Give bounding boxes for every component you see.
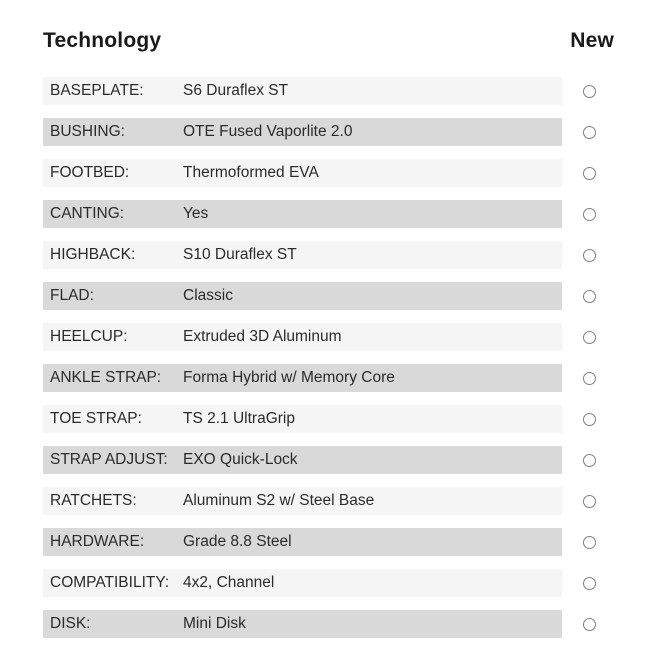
row-label: HARDWARE:	[50, 533, 145, 550]
radio-button[interactable]	[583, 412, 596, 426]
radio-button[interactable]	[583, 617, 596, 631]
row-label: TOE STRAP:	[50, 410, 142, 427]
table-row: RATCHETS: Aluminum S2 w/ Steel Base	[43, 487, 650, 515]
table-row: FOOTBED: Thermoformed EVA	[43, 159, 650, 187]
page-title: Technology	[43, 29, 162, 52]
row-label: ANKLE STRAP:	[50, 369, 162, 386]
row-band: FOOTBED: Thermoformed EVA	[43, 159, 562, 187]
radio-button[interactable]	[583, 371, 596, 385]
row-value: Mini Disk	[183, 615, 246, 632]
row-band: HARDWARE: Grade 8.8 Steel	[43, 528, 562, 556]
row-value: Grade 8.8 Steel	[183, 533, 292, 550]
radio-button[interactable]	[583, 576, 596, 590]
row-band: CANTING: Yes	[43, 200, 562, 228]
row-value: TS 2.1 UltraGrip	[183, 410, 295, 427]
radio-button[interactable]	[583, 535, 596, 549]
table-row: COMPATIBILITY: 4x2, Channel	[43, 569, 650, 597]
table-row: HEELCUP: Extruded 3D Aluminum	[43, 323, 650, 351]
table-row: DISK: Mini Disk	[43, 610, 650, 638]
row-label: HIGHBACK:	[50, 246, 136, 263]
row-band: ANKLE STRAP: Forma Hybrid w/ Memory Core	[43, 364, 562, 392]
row-band: TOE STRAP: TS 2.1 UltraGrip	[43, 405, 562, 433]
row-label: STRAP ADJUST:	[50, 451, 168, 468]
table-row: HARDWARE: Grade 8.8 Steel	[43, 528, 650, 556]
row-band: RATCHETS: Aluminum S2 w/ Steel Base	[43, 487, 562, 515]
table-row: CANTING: Yes	[43, 200, 650, 228]
row-value: Classic	[183, 287, 233, 304]
radio-button[interactable]	[583, 166, 596, 180]
spec-table: BASEPLATE: S6 Duraflex ST BUSHING: OTE F…	[0, 77, 650, 638]
radio-button[interactable]	[583, 125, 596, 139]
row-value: Yes	[183, 205, 209, 222]
table-row: BUSHING: OTE Fused Vaporlite 2.0	[43, 118, 650, 146]
table-header: Technology New	[0, 0, 650, 53]
row-value: Forma Hybrid w/ Memory Core	[183, 369, 395, 386]
row-band: DISK: Mini Disk	[43, 610, 562, 638]
row-band: BUSHING: OTE Fused Vaporlite 2.0	[43, 118, 562, 146]
row-band: COMPATIBILITY: 4x2, Channel	[43, 569, 562, 597]
row-label: COMPATIBILITY:	[50, 574, 170, 591]
radio-button[interactable]	[583, 453, 596, 467]
row-label: BUSHING:	[50, 123, 125, 140]
row-label: RATCHETS:	[50, 492, 137, 509]
row-value: Thermoformed EVA	[183, 164, 319, 181]
radio-button[interactable]	[583, 248, 596, 262]
table-row: FLAD: Classic	[43, 282, 650, 310]
row-label: FLAD:	[50, 287, 94, 304]
row-value: S6 Duraflex ST	[183, 82, 289, 99]
row-value: Extruded 3D Aluminum	[183, 328, 342, 345]
radio-button[interactable]	[583, 494, 596, 508]
table-row: STRAP ADJUST: EXO Quick-Lock	[43, 446, 650, 474]
table-row: ANKLE STRAP: Forma Hybrid w/ Memory Core	[43, 364, 650, 392]
radio-button[interactable]	[583, 330, 596, 344]
table-row: BASEPLATE: S6 Duraflex ST	[43, 77, 650, 105]
row-label: BASEPLATE:	[50, 82, 144, 99]
row-value: Aluminum S2 w/ Steel Base	[183, 492, 375, 509]
row-label: HEELCUP:	[50, 328, 128, 345]
table-row: HIGHBACK: S10 Duraflex ST	[43, 241, 650, 269]
row-value: S10 Duraflex ST	[183, 246, 297, 263]
new-column-header: New	[570, 29, 614, 52]
radio-button[interactable]	[583, 84, 596, 98]
row-label: CANTING:	[50, 205, 125, 222]
row-band: HIGHBACK: S10 Duraflex ST	[43, 241, 562, 269]
row-band: HEELCUP: Extruded 3D Aluminum	[43, 323, 562, 351]
row-band: STRAP ADJUST: EXO Quick-Lock	[43, 446, 562, 474]
table-row: TOE STRAP: TS 2.1 UltraGrip	[43, 405, 650, 433]
radio-button[interactable]	[583, 289, 596, 303]
row-value: 4x2, Channel	[183, 574, 275, 591]
row-label: DISK:	[50, 615, 91, 632]
row-value: OTE Fused Vaporlite 2.0	[183, 123, 353, 140]
radio-button[interactable]	[583, 207, 596, 221]
row-label: FOOTBED:	[50, 164, 130, 181]
row-band: BASEPLATE: S6 Duraflex ST	[43, 77, 562, 105]
row-value: EXO Quick-Lock	[183, 451, 298, 468]
row-band: FLAD: Classic	[43, 282, 562, 310]
